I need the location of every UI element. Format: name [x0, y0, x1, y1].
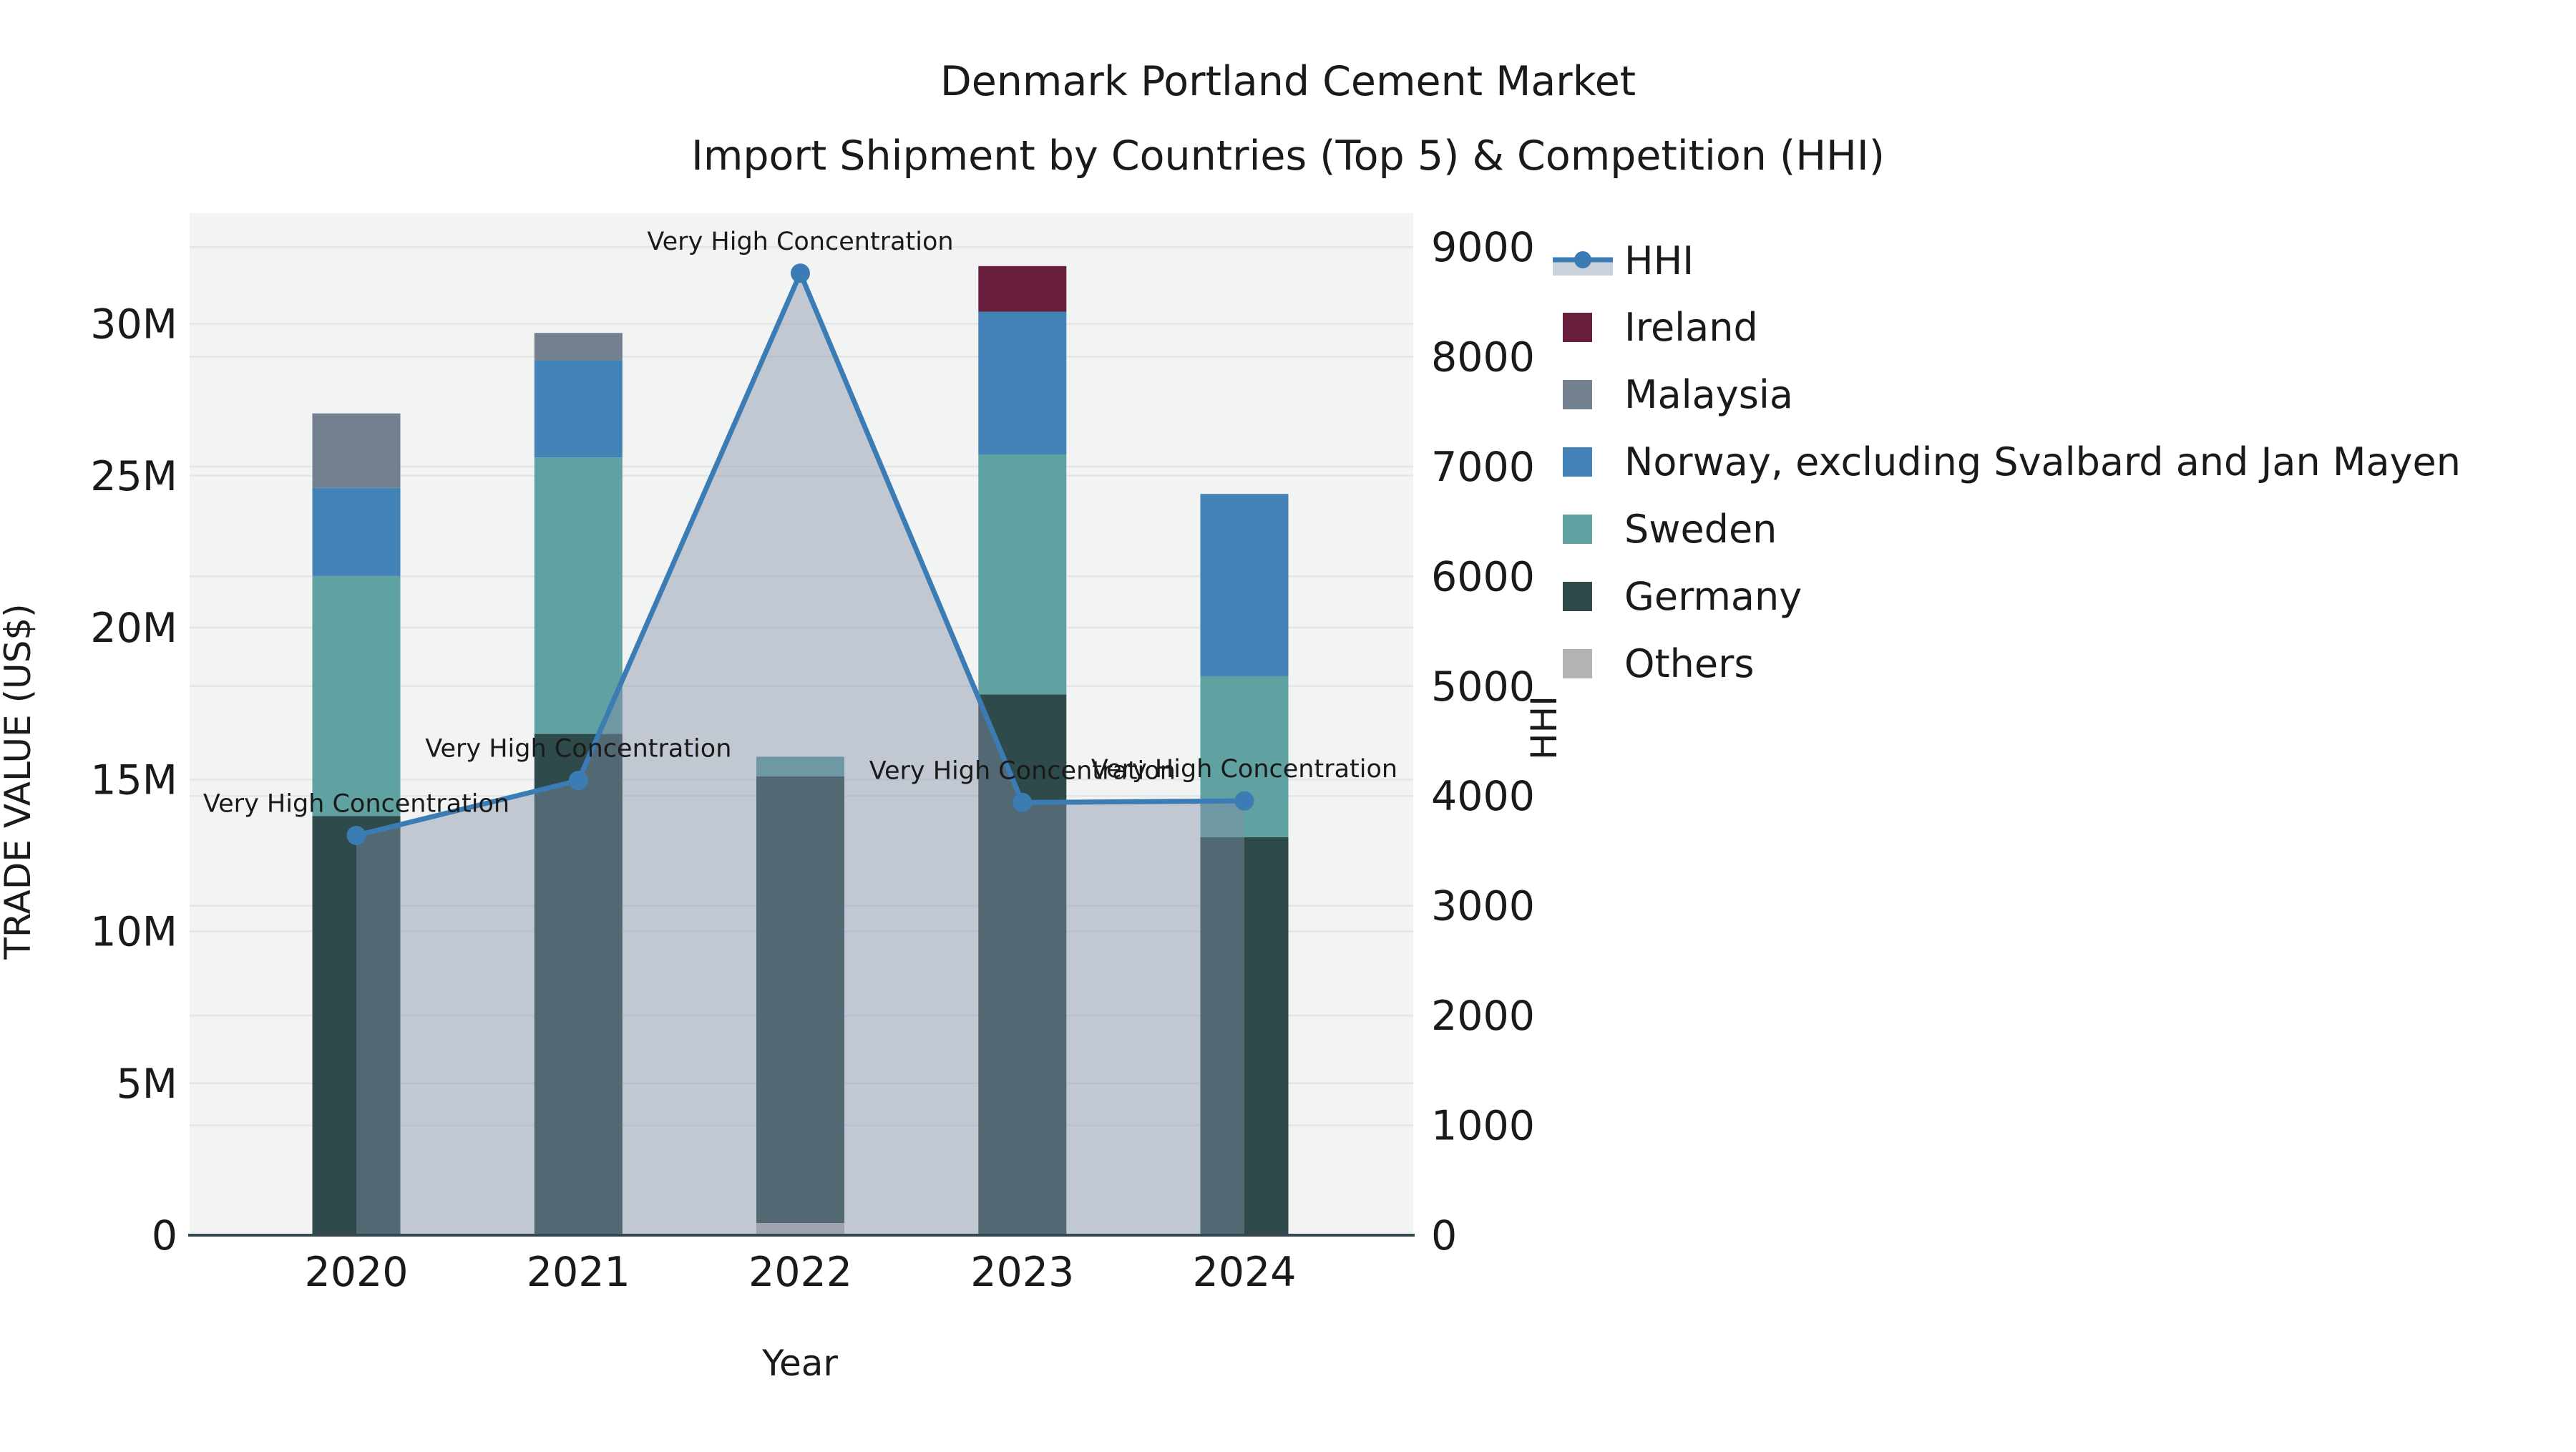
- bar-segment-2022-others: [756, 1223, 844, 1235]
- bar-segment-2021-malaysia: [534, 333, 623, 361]
- x-tick-2022: 2022: [748, 1249, 852, 1296]
- hhi-marker-2021: [568, 771, 588, 791]
- legend-swatch-ireland: [1563, 313, 1592, 342]
- x-axis-ticks: 2020 2021 2022 2023 2024: [304, 1249, 1296, 1296]
- legend-label: Others: [1624, 641, 1754, 686]
- bar-segment-2024-germany: [1200, 837, 1289, 1235]
- left-tick-30M: 30M: [90, 301, 177, 349]
- chart-title-line-1: Denmark Portland Cement Market: [940, 58, 1636, 105]
- legend-label: Sweden: [1624, 507, 1777, 552]
- annotation-2024: Very High Concentration: [1091, 755, 1397, 784]
- bar-segment-2020-sweden: [312, 575, 401, 817]
- legend-item-germany: Germany: [1563, 574, 1802, 619]
- bar-segment-2020-malaysia: [312, 413, 401, 488]
- hhi-marker-2020: [346, 825, 366, 845]
- legend-label: Norway, excluding Svalbard and Jan Mayen: [1624, 439, 2461, 484]
- legend-item-ireland: Ireland: [1563, 305, 1758, 350]
- right-tick-6000: 6000: [1431, 553, 1535, 600]
- hhi-markers: [346, 263, 1254, 845]
- left-tick-0: 0: [152, 1212, 177, 1259]
- annotation-2020: Very High Concentration: [203, 789, 509, 818]
- legend-item-others: Others: [1563, 641, 1754, 686]
- x-tick-2020: 2020: [304, 1249, 408, 1296]
- legend-label: HHI: [1624, 238, 1694, 283]
- left-tick-15M: 15M: [90, 756, 177, 804]
- bar-segment-2021-germany: [534, 734, 623, 1235]
- annotation-2022: Very High Concentration: [647, 228, 953, 256]
- right-tick-7000: 7000: [1431, 444, 1535, 491]
- legend-swatch-sweden: [1563, 515, 1592, 544]
- bars-layer: [312, 265, 1289, 1235]
- right-tick-8000: 8000: [1431, 333, 1535, 381]
- hhi-marker-2023: [1013, 792, 1033, 812]
- annotation-2021: Very High Concentration: [425, 735, 731, 764]
- hhi-marker-2024: [1234, 791, 1254, 811]
- y-axis-title-right: HHI: [1523, 696, 1565, 760]
- legend-swatch-germany: [1563, 582, 1592, 611]
- legend-swatch-norway: [1563, 447, 1592, 477]
- right-tick-3000: 3000: [1431, 883, 1535, 930]
- bar-segment-2020-germany: [312, 816, 401, 1235]
- bar-segment-2023-ireland: [978, 265, 1067, 312]
- legend-swatch-malaysia: [1563, 380, 1592, 409]
- bar-segment-2022-germany: [756, 776, 844, 1224]
- left-axis-ticks: 0 5M 10M 15M 20M 25M 30M: [90, 301, 177, 1260]
- left-tick-5M: 5M: [117, 1061, 177, 1108]
- legend-item-sweden: Sweden: [1563, 507, 1777, 552]
- annotation-2023: Very High Concentration: [869, 756, 1176, 785]
- left-tick-20M: 20M: [90, 605, 177, 652]
- bar-segment-2023-norway: [978, 311, 1067, 455]
- legend-swatch-others: [1563, 649, 1592, 678]
- legend-item-malaysia: Malaysia: [1563, 372, 1793, 417]
- legend-hhi-marker-icon: [1574, 251, 1591, 268]
- right-axis-ticks: 0 1000 2000 3000 4000 5000 6000 7000 8000 9000: [1431, 224, 1535, 1259]
- bar-segment-2021-sweden: [534, 457, 623, 734]
- legend: HHI Ireland Malaysia Norway, excluding Sval…: [1553, 238, 2461, 686]
- right-tick-1000: 1000: [1431, 1103, 1535, 1150]
- bar-segment-2021-norway: [534, 360, 623, 458]
- bar-segment-2023-germany: [978, 694, 1067, 1235]
- x-tick-2024: 2024: [1192, 1249, 1296, 1296]
- right-tick-0: 0: [1431, 1212, 1457, 1259]
- right-tick-4000: 4000: [1431, 773, 1535, 820]
- chart-title-line-2: Import Shipment by Countries (Top 5) & C…: [691, 132, 1885, 180]
- x-tick-2023: 2023: [970, 1249, 1074, 1296]
- right-tick-9000: 9000: [1431, 224, 1535, 271]
- legend-item-norway: Norway, excluding Svalbard and Jan Mayen: [1563, 439, 2461, 484]
- bar-segment-2020-norway: [312, 487, 401, 576]
- legend-label: Germany: [1624, 574, 1802, 619]
- hhi-marker-2022: [791, 263, 810, 283]
- legend-item-hhi: HHI: [1553, 238, 1694, 283]
- right-tick-2000: 2000: [1431, 993, 1535, 1040]
- legend-label: Malaysia: [1624, 372, 1793, 417]
- left-tick-10M: 10M: [90, 909, 177, 956]
- bar-segment-2023-sweden: [978, 454, 1067, 695]
- left-tick-25M: 25M: [90, 453, 177, 500]
- hhi-area-fill: [356, 273, 1244, 1235]
- legend-label: Ireland: [1624, 305, 1758, 350]
- x-axis-title: Year: [761, 1343, 838, 1384]
- x-tick-2021: 2021: [527, 1249, 630, 1296]
- bar-segment-2024-norway: [1200, 494, 1289, 676]
- y-axis-title-left: TRADE VALUE (US$): [0, 603, 39, 960]
- right-tick-5000: 5000: [1431, 663, 1535, 711]
- bar-segment-2022-sweden: [756, 756, 844, 777]
